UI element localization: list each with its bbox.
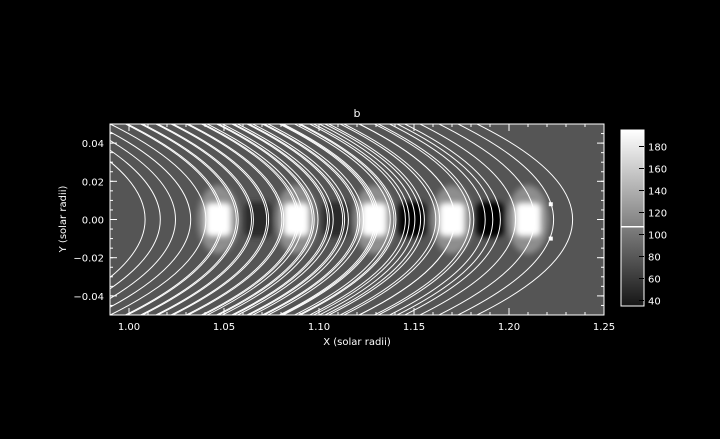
colorbar-gradient (621, 130, 644, 306)
y-axis-label: Y (solar radii) (58, 186, 69, 254)
x-tick-label: 1.20 (498, 322, 520, 333)
heatmap (197, 185, 549, 254)
markers (548, 202, 553, 241)
field-line (139, 124, 395, 315)
x-tick-label: 1.00 (118, 322, 140, 333)
field-line (279, 124, 536, 315)
x-tick-label: 1.25 (593, 322, 615, 333)
plot-area: 1.00 1.05 1.10 1.15 1.20 1.25 0.04 0.02 0.00 −0.… (73, 123, 615, 333)
field-line (260, 124, 517, 315)
heat-peak (205, 202, 232, 237)
heat-peak (361, 202, 388, 237)
heat-trough (398, 201, 426, 238)
field-line (298, 124, 555, 315)
colorbar-tick-label: 40 (648, 297, 661, 308)
field-line (110, 124, 319, 315)
field-line (230, 124, 486, 315)
heat-trough (244, 201, 272, 238)
field-line (245, 124, 501, 315)
field-line (169, 124, 425, 315)
field-line (110, 124, 304, 315)
heat-peak (515, 202, 541, 237)
heat-peak (439, 202, 465, 237)
x-tick-label: 1.10 (308, 322, 330, 333)
field-line (110, 124, 365, 315)
y-tick-label: −0.04 (73, 292, 104, 303)
y-tick-label: 0.00 (82, 216, 104, 227)
colorbar-tick-label: 160 (648, 165, 667, 176)
heat-trough (476, 201, 504, 238)
colorbar: 180 160 140 120 100 80 60 40 (620, 129, 667, 308)
colorbar-tick-label: 140 (648, 187, 667, 198)
colorbar-tick-label: 80 (648, 253, 661, 264)
field-line (110, 124, 349, 315)
y-tick-label: −0.02 (73, 254, 104, 265)
x-axis-label: X (solar radii) (323, 337, 391, 348)
marker-point (548, 202, 553, 207)
field-line (124, 124, 380, 315)
colorbar-tick-label: 100 (648, 231, 667, 242)
marker-point (548, 236, 553, 241)
colorbar-frame (620, 129, 645, 307)
colorbar-tick-label: 180 (648, 143, 667, 154)
field-line (154, 124, 410, 315)
x-tick-label: 1.05 (213, 322, 235, 333)
field-line (215, 124, 471, 315)
x-tick-label: 1.15 (403, 322, 425, 333)
field-lines (110, 124, 574, 315)
x-axis: 1.00 1.05 1.10 1.15 1.20 1.25 (118, 124, 615, 333)
y-tick-label: 0.02 (82, 177, 104, 188)
heat-peak (283, 202, 310, 237)
colorbar-tick-label: 120 (648, 209, 667, 220)
field-line (110, 124, 334, 315)
y-axis: 0.04 0.02 0.00 −0.02 −0.04 (73, 123, 604, 316)
chart-title: b (354, 107, 361, 120)
field-line (317, 124, 574, 315)
colorbar-tick-label: 60 (648, 275, 661, 286)
colorbar-ticks: 180 160 140 120 100 80 60 40 (621, 143, 667, 308)
heat-trough (322, 201, 350, 238)
y-tick-label: 0.04 (82, 139, 104, 150)
field-line (184, 124, 441, 315)
